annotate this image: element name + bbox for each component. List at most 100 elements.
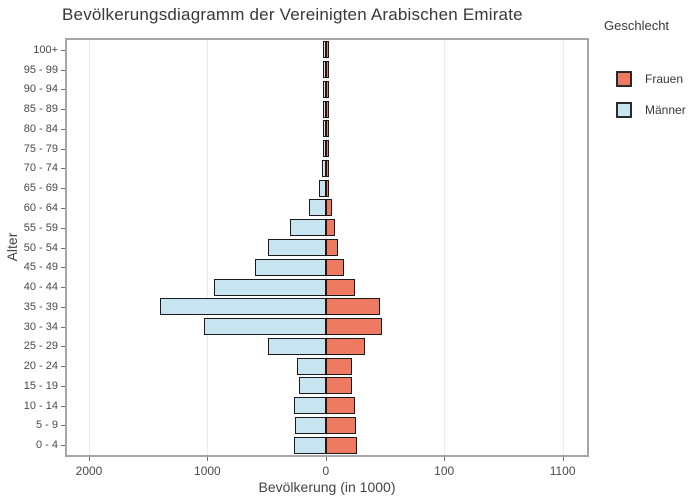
y-tick-label: 40 - 44 [23, 281, 58, 294]
bar-frauen-15-19 [325, 377, 353, 395]
legend-label-maenner: Männer [645, 103, 686, 117]
legend: Geschlecht Frauen Männer [596, 18, 696, 118]
bar-maenner-55-59 [290, 219, 326, 237]
bar-frauen-30-34 [325, 318, 383, 336]
legend-title: Geschlecht [604, 18, 670, 33]
bar-maenner-75-79 [323, 140, 326, 158]
bar-maenner-5-9 [295, 416, 326, 434]
bar-maenner-15-19 [298, 377, 326, 395]
y-tick-mark [61, 425, 65, 427]
y-tick-mark [61, 227, 65, 229]
gridline [562, 40, 564, 455]
y-tick-label: 50 - 54 [23, 241, 58, 254]
y-tick-mark [61, 326, 65, 328]
y-tick-mark [61, 385, 65, 387]
x-tick-label: 1100 [549, 464, 576, 478]
bar-maenner-50-54 [267, 239, 326, 256]
gridline [89, 40, 90, 455]
bar-frauen-40-44 [325, 278, 356, 296]
bar-frauen-25-29 [325, 337, 365, 355]
y-tick-mark [61, 366, 65, 368]
bar-maenner-85-89 [323, 100, 326, 118]
y-tick-label: 25 - 29 [23, 340, 58, 353]
y-tick-label: 45 - 49 [23, 261, 58, 274]
bar-maenner-80-84 [323, 120, 326, 138]
bar-frauen-80-84 [325, 120, 329, 138]
bar-frauen-95-99 [325, 61, 329, 79]
x-tick-mark [444, 457, 446, 461]
y-tick-mark [61, 287, 65, 289]
y-tick-mark [61, 405, 65, 407]
legend-label-frauen: Frauen [645, 72, 684, 86]
bar-maenner-70-74 [322, 159, 326, 177]
y-tick-label: 30 - 34 [23, 320, 58, 333]
bar-frauen-100+ [325, 41, 329, 59]
bar-maenner-30-34 [203, 318, 326, 336]
y-tick-label: 65 - 69 [23, 182, 58, 195]
y-tick-mark [61, 346, 65, 348]
y-tick-label: 90 - 94 [23, 83, 58, 96]
bar-frauen-20-24 [325, 357, 352, 375]
y-tick-label: 35 - 39 [23, 300, 58, 313]
bar-frauen-60-64 [325, 199, 333, 217]
y-tick-mark [61, 128, 65, 130]
bar-frauen-75-79 [325, 140, 329, 158]
y-tick-mark [61, 49, 65, 51]
y-tick-label: 0 - 4 [35, 439, 58, 452]
y-tick-label: 100+ [33, 43, 58, 56]
bar-frauen-10-14 [325, 397, 356, 415]
y-tick-label: 55 - 59 [23, 221, 58, 234]
y-tick-mark [61, 148, 65, 150]
y-tick-mark [61, 247, 65, 249]
y-tick-label: 20 - 24 [23, 360, 58, 373]
legend-item-maenner: Männer [616, 102, 686, 118]
bar-frauen-0-4 [325, 436, 357, 454]
chart-title: Bevölkerungsdiagramm der Vereinigten Ara… [62, 5, 523, 24]
y-tick-label: 70 - 74 [23, 162, 58, 175]
bar-maenner-25-29 [268, 337, 326, 355]
bar-maenner-60-64 [308, 199, 326, 217]
bar-frauen-65-69 [325, 179, 329, 197]
y-tick-mark [61, 109, 65, 111]
frauen-color-swatch [616, 71, 632, 87]
x-tick-mark [562, 457, 564, 461]
y-tick-label: 95 - 99 [23, 63, 58, 76]
y-tick-label: 75 - 79 [23, 142, 58, 155]
bar-frauen-55-59 [325, 219, 336, 237]
y-tick-mark [61, 306, 65, 308]
x-tick-mark [89, 457, 90, 461]
bar-frauen-85-89 [325, 100, 329, 118]
bar-frauen-35-39 [325, 298, 380, 316]
y-tick-label: 60 - 64 [23, 201, 58, 214]
x-tick-label: 0 [322, 464, 330, 478]
x-tick-mark [207, 457, 209, 461]
bar-frauen-90-94 [325, 80, 329, 98]
bar-maenner-65-69 [318, 179, 326, 197]
bar-maenner-95-99 [323, 61, 326, 79]
bar-frauen-70-74 [325, 159, 329, 177]
y-tick-label: 10 - 14 [23, 399, 58, 412]
maenner-color-swatch [616, 102, 632, 118]
x-tick-mark [325, 457, 327, 461]
y-tick-mark [61, 188, 65, 190]
bar-maenner-20-24 [297, 357, 326, 375]
y-tick-mark [61, 89, 65, 91]
bar-maenner-90-94 [323, 80, 326, 98]
bar-frauen-5-9 [325, 416, 356, 434]
y-tick-label: 85 - 89 [23, 103, 58, 116]
bar-maenner-0-4 [293, 436, 326, 454]
y-tick-mark [61, 445, 65, 447]
bar-frauen-50-54 [325, 239, 339, 256]
bar-maenner-10-14 [294, 397, 326, 415]
x-axis-title: Bevölkerung (in 1000) [258, 479, 396, 495]
y-tick-mark [61, 69, 65, 71]
gridline [444, 40, 446, 455]
y-tick-label: 15 - 19 [23, 379, 58, 392]
bar-frauen-45-49 [325, 258, 344, 276]
x-tick-label: 100 [434, 464, 455, 478]
gridline [207, 40, 209, 455]
y-axis-title: Alter [4, 232, 20, 262]
bar-maenner-35-39 [160, 298, 326, 316]
y-tick-label: 5 - 9 [35, 419, 58, 432]
